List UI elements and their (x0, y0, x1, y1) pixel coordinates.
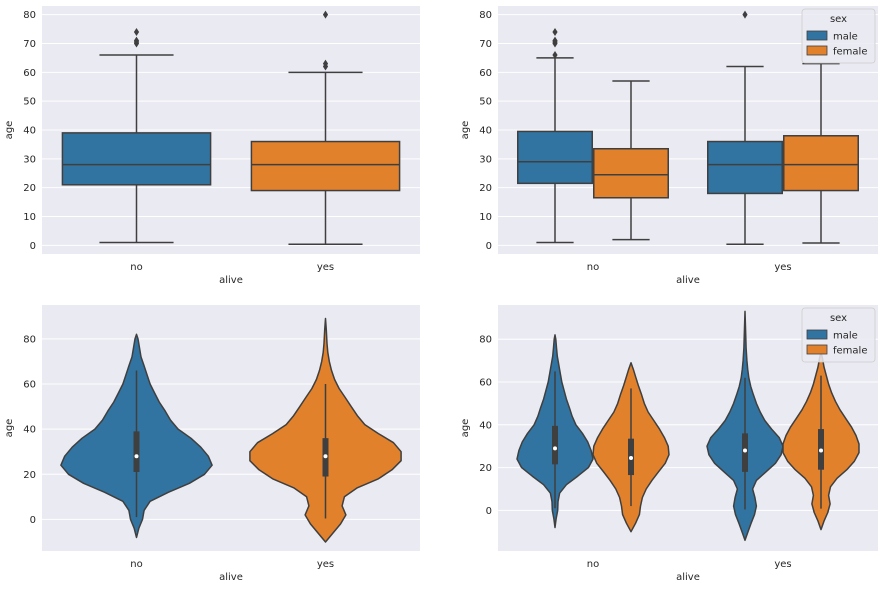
x-tick-label: no (587, 262, 599, 273)
box-male-yes (707, 140, 783, 195)
x-tick-label: yes (774, 262, 791, 273)
y-tick-label: 0 (486, 241, 492, 252)
x-axis-label: alive (219, 572, 243, 583)
y-tick-label: 80 (479, 335, 492, 346)
y-tick-label: 20 (23, 183, 36, 194)
violin-median-dot (743, 448, 747, 453)
violin-iqr-box (552, 425, 558, 465)
y-tick-label: 50 (479, 97, 492, 108)
y-tick-label: 30 (479, 154, 492, 165)
legend-swatch-female (806, 45, 828, 56)
outlier-point (322, 59, 329, 68)
violin-iqr-box (742, 433, 748, 472)
legend-swatch-male (806, 329, 828, 340)
box-all-no (61, 132, 212, 186)
x-tick-label: no (587, 559, 599, 570)
y-tick-label: 40 (23, 126, 36, 137)
legend-title: sex (830, 313, 847, 324)
outlier-point (133, 27, 140, 36)
legend-entry-male: male (833, 32, 858, 43)
legend-entry-female: female (833, 346, 867, 357)
outlier-point (133, 36, 140, 45)
outlier-point (552, 27, 558, 36)
legend-title: sex (830, 14, 847, 25)
y-tick-label: 10 (23, 212, 36, 223)
box-female-yes (783, 135, 859, 192)
outlier-point (552, 36, 558, 45)
legend: sex male female (801, 307, 876, 363)
y-tick-label: 0 (30, 515, 36, 526)
y-tick-label: 60 (479, 68, 492, 79)
violin-median-dot (553, 446, 557, 451)
y-tick-label: 60 (23, 68, 36, 79)
x-tick-label: yes (317, 262, 334, 273)
x-tick-label: yes (774, 559, 791, 570)
y-tick-label: 0 (30, 241, 36, 252)
y-tick-label: 40 (479, 420, 492, 431)
y-tick-label: 40 (23, 425, 36, 436)
y-tick-label: 70 (479, 39, 492, 50)
violin-iqr-box (133, 431, 140, 473)
y-tick-label: 80 (23, 10, 36, 21)
legend: sex male female (801, 8, 876, 64)
outlier-point (322, 10, 329, 19)
y-axis-label: age (4, 121, 15, 140)
chart-panel-1: 0 10 20 30 40 50 60 70 80 no yes alive age (4, 6, 420, 286)
y-tick-label: 60 (479, 378, 492, 389)
legend-swatch-female (806, 344, 828, 355)
outlier-point (742, 10, 748, 19)
y-tick-label: 20 (479, 183, 492, 194)
y-tick-label: 10 (479, 212, 492, 223)
violin-median-dot (134, 454, 139, 459)
y-tick-label: 40 (479, 126, 492, 137)
y-tick-label: 70 (23, 39, 36, 50)
box-female-no (593, 147, 669, 199)
y-tick-label: 80 (23, 334, 36, 345)
y-axis-label: age (460, 121, 471, 140)
x-axis-label: alive (676, 572, 700, 583)
legend-swatch-male (806, 30, 828, 41)
x-tick-label: no (130, 559, 142, 570)
x-tick-label: no (130, 262, 142, 273)
box-male-no (517, 130, 593, 185)
violin-median-dot (819, 448, 823, 453)
y-tick-label: 20 (479, 463, 492, 474)
chart-panel-4: 0 20 40 60 80 no yes alive age sex male female (460, 305, 878, 583)
y-tick-label: 80 (479, 10, 492, 21)
x-axis-label: alive (219, 275, 243, 286)
chart-panel-3: 0 20 40 60 80 no yes alive age (4, 305, 420, 583)
outlier-point (552, 51, 558, 60)
y-axis-label: age (460, 419, 471, 438)
y-tick-label: 30 (23, 154, 36, 165)
x-axis-label: alive (676, 275, 700, 286)
legend-entry-female: female (833, 47, 867, 58)
y-axis-label: age (4, 419, 15, 438)
legend-entry-male: male (833, 331, 858, 342)
box-all-yes (250, 140, 401, 192)
y-tick-label: 20 (23, 470, 36, 481)
y-tick-label: 60 (23, 379, 36, 390)
chart-panel-2: 0 10 20 30 40 50 60 70 80 no yes alive age sex male fem… (460, 6, 878, 286)
y-tick-label: 0 (486, 506, 492, 517)
x-tick-label: yes (317, 559, 334, 570)
violin-median-dot (323, 454, 328, 459)
violin-median-dot (629, 455, 633, 460)
y-tick-label: 50 (23, 97, 36, 108)
